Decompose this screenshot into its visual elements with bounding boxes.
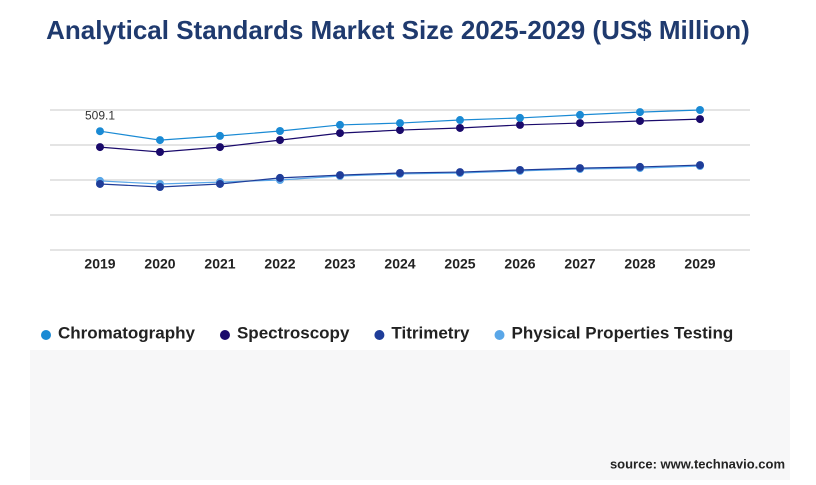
x-tick-label: 2029 (684, 256, 715, 272)
legend-marker (219, 330, 230, 340)
data-point (456, 116, 464, 125)
data-point (276, 136, 284, 145)
data-point (96, 143, 104, 152)
data-point (216, 143, 224, 152)
data-point (396, 126, 404, 135)
data-point (696, 161, 704, 170)
data-point (636, 116, 644, 125)
data-point (96, 127, 104, 136)
legend-label: Chromatography (58, 323, 196, 342)
data-point (516, 120, 524, 129)
data-point (576, 164, 584, 173)
chart-title: Analytical Standards Market Size 2025-20… (46, 15, 750, 45)
footer-panel (30, 350, 790, 480)
x-tick-label: 2027 (564, 256, 595, 272)
legend-label: Physical Properties Testing (512, 323, 734, 342)
data-point (336, 129, 344, 138)
data-point (336, 120, 344, 129)
data-point (396, 119, 404, 128)
legend-marker (41, 330, 51, 340)
data-label: 509.1 (85, 108, 115, 122)
x-tick-label: 2028 (624, 256, 655, 272)
x-tick-label: 2026 (504, 256, 535, 272)
data-point (276, 127, 284, 135)
data-point (696, 106, 704, 114)
data-point (96, 179, 104, 188)
data-point (156, 183, 164, 191)
data-point (276, 173, 284, 182)
data-point (456, 168, 464, 177)
x-tick-label: 2022 (264, 256, 295, 272)
data-point (336, 171, 344, 180)
data-point (636, 162, 644, 171)
data-point (576, 110, 584, 119)
legend-label: Titrimetry (391, 323, 470, 342)
data-point (516, 113, 524, 122)
data-point (156, 136, 164, 145)
data-point (216, 179, 224, 188)
x-tick-label: 2019 (84, 256, 115, 272)
x-tick-label: 2025 (444, 256, 475, 272)
data-point (456, 123, 464, 132)
data-point (156, 148, 164, 156)
data-point (516, 165, 524, 174)
data-point (396, 169, 404, 177)
x-tick-label: 2021 (204, 256, 235, 272)
data-point (576, 119, 584, 128)
data-point (696, 115, 704, 124)
x-tick-label: 2023 (324, 256, 355, 272)
legend-marker (494, 330, 505, 340)
x-tick-label: 2024 (384, 256, 415, 272)
legend-label: Spectroscopy (237, 323, 350, 342)
source: source: www.technavio.com (610, 456, 785, 471)
legend-marker (374, 330, 385, 340)
data-point (636, 108, 644, 117)
x-tick-label: 2020 (144, 256, 175, 272)
data-point (216, 131, 224, 140)
